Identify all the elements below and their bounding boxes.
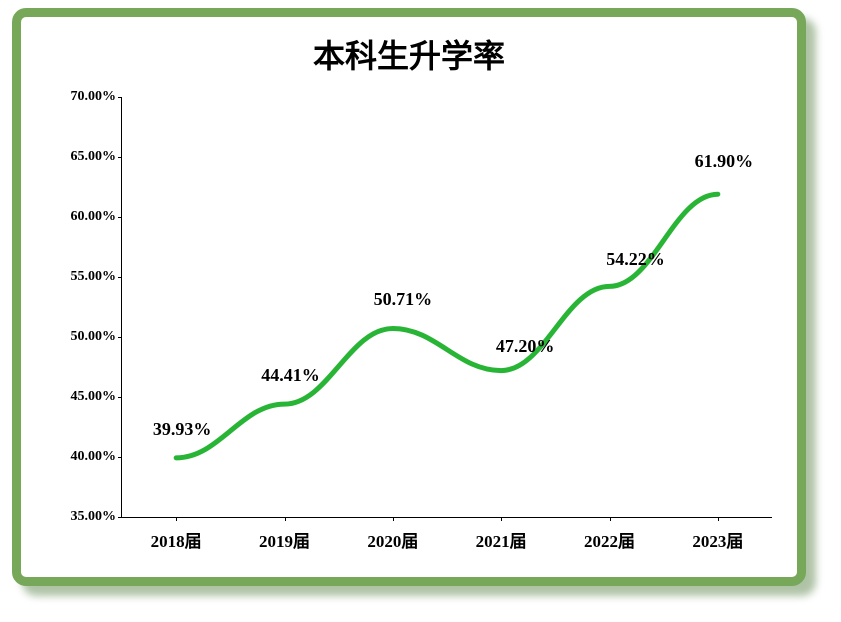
- plot-area: 35.00%40.00%45.00%50.00%55.00%60.00%65.0…: [121, 97, 772, 518]
- y-tick-mark: [118, 157, 122, 158]
- x-tick-mark: [393, 517, 394, 521]
- data-label: 44.41%: [261, 365, 320, 386]
- x-tick-mark: [610, 517, 611, 521]
- y-tick-mark: [118, 337, 122, 338]
- x-tick-label: 2021届: [476, 527, 527, 552]
- x-tick-label: 2019届: [259, 527, 310, 552]
- x-tick-mark: [501, 517, 502, 521]
- line-path: [176, 194, 718, 458]
- y-tick-label: 50.00%: [71, 329, 117, 345]
- y-tick-label: 40.00%: [71, 449, 117, 465]
- y-tick-label: 45.00%: [71, 389, 117, 405]
- y-tick-label: 35.00%: [71, 509, 117, 525]
- data-label: 39.93%: [153, 419, 212, 440]
- y-tick-mark: [118, 277, 122, 278]
- y-tick-mark: [118, 457, 122, 458]
- chart-card: 本科生升学率 35.00%40.00%45.00%50.00%55.00%60.…: [12, 8, 806, 586]
- data-label: 50.71%: [374, 289, 433, 310]
- chart-container: 本科生升学率 35.00%40.00%45.00%50.00%55.00%60.…: [0, 0, 841, 622]
- data-label: 47.20%: [496, 336, 555, 357]
- x-tick-label: 2020届: [367, 527, 418, 552]
- chart-title: 本科生升学率: [21, 31, 797, 77]
- data-label: 61.90%: [695, 151, 754, 172]
- y-tick-label: 70.00%: [71, 89, 117, 105]
- y-tick-mark: [118, 517, 122, 518]
- y-tick-mark: [118, 397, 122, 398]
- x-tick-label: 2023届: [692, 527, 743, 552]
- x-tick-label: 2018届: [151, 527, 202, 552]
- y-tick-mark: [118, 217, 122, 218]
- x-tick-mark: [285, 517, 286, 521]
- y-tick-label: 60.00%: [71, 209, 117, 225]
- y-tick-mark: [118, 97, 122, 98]
- y-tick-label: 65.00%: [71, 149, 117, 165]
- line-series: [122, 97, 772, 517]
- x-tick-mark: [176, 517, 177, 521]
- y-tick-label: 55.00%: [71, 269, 117, 285]
- data-label: 54.22%: [606, 249, 665, 270]
- x-tick-label: 2022届: [584, 527, 635, 552]
- x-tick-mark: [718, 517, 719, 521]
